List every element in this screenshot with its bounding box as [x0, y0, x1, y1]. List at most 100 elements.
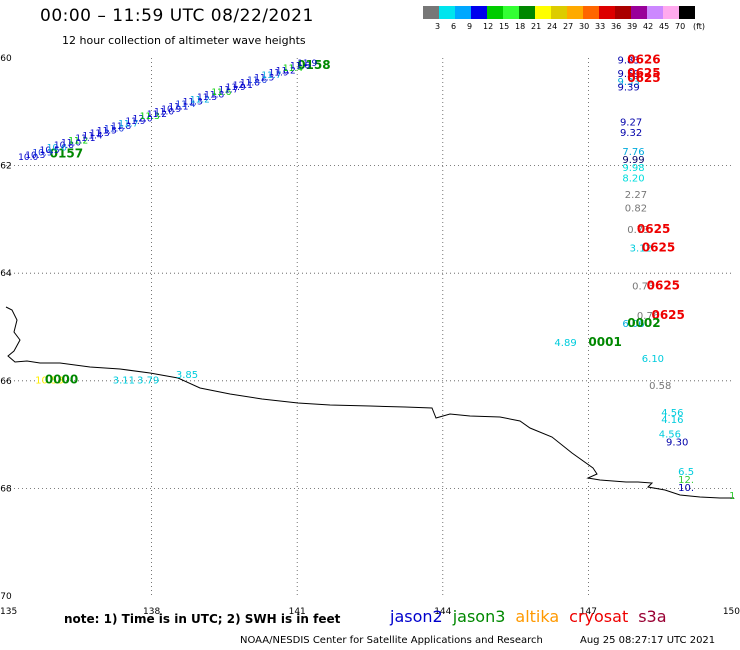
track-time-label: 0001 [588, 335, 621, 349]
wave-height-label: 9.33 [618, 77, 640, 88]
wave-height-label: 10. [678, 483, 694, 494]
dense-track-label: 11.6 [211, 88, 231, 98]
color-scale-cell [439, 6, 455, 19]
wave-height-label: 2.27 [625, 190, 647, 201]
dense-track-label: 11.9 [226, 83, 246, 93]
color-scale-label: 27 [563, 22, 574, 31]
antarctic-coastline [5, 306, 734, 499]
dense-track-label: 11.3 [140, 112, 160, 122]
wave-height-label: 0.73 [632, 281, 654, 292]
grid-lines [6, 58, 734, 596]
dense-track-label: 10.0 [18, 153, 38, 163]
color-scale-label: 33 [595, 22, 606, 31]
dense-track-label: 11.7 [261, 71, 281, 81]
generation-timestamp: Aug 25 08:27:17 UTC 2021 [580, 635, 716, 646]
wave-height-label: 12. [678, 475, 694, 486]
legend-mission-s3a: s3a [638, 607, 667, 626]
dense-track-label: 11.4 [83, 131, 103, 141]
color-scale-label: 45 [659, 22, 670, 31]
color-scale-cell [551, 6, 567, 19]
color-scale-label: 6 [451, 22, 457, 31]
dense-track-label: 10.9 [161, 105, 181, 115]
wave-height-label: 3.11 [113, 375, 135, 386]
color-scale-label: 70 [675, 22, 686, 31]
track-time-label: 0158 [297, 58, 330, 72]
dense-track-label: 12.0 [133, 115, 153, 125]
mission-legend: jason2 jason3 altika cryosat s3a [390, 607, 677, 626]
dense-track-label: 10.5 [40, 146, 60, 156]
wave-height-label: 3.85 [176, 370, 198, 381]
color-scale-cell [647, 6, 663, 19]
track-time-label: 0625 [627, 71, 660, 85]
wave-height-label: 1 [729, 491, 735, 502]
latitude-label: -62 [0, 162, 12, 172]
dense-track-label: 11.6 [290, 61, 310, 71]
dense-track-label: 11.7 [118, 119, 138, 129]
wave-height-label: 0.82 [625, 203, 647, 214]
color-scale-cell [503, 6, 519, 19]
wave-height-label: 10.53 [35, 375, 64, 386]
wave-height-label: 3.79 [137, 375, 159, 386]
wave-height-label: 6.5 [678, 467, 694, 478]
color-scale-label: 9 [467, 22, 473, 31]
dense-track-label: 12.1 [233, 81, 253, 91]
wave-height-label: 6.06 [622, 319, 644, 330]
color-scale-cell [535, 6, 551, 19]
dense-track-label: 11.9 [297, 59, 317, 69]
color-scale-cell [631, 6, 647, 19]
color-scale-cell [679, 6, 695, 19]
wave-height-label: 9.99 [622, 155, 644, 166]
track-time-label: 0625 [642, 241, 675, 255]
longitude-label: 138 [143, 607, 160, 617]
dense-track-label: 11.9 [269, 69, 289, 79]
track-time-label: 0002 [627, 316, 660, 330]
color-scale-cell [423, 6, 439, 19]
wave-height-label: 6.10 [642, 354, 664, 365]
latitude-label: -60 [0, 54, 12, 64]
wave-height-label: 9.30 [666, 437, 688, 448]
color-scale-cell [663, 6, 679, 19]
track-time-label: 0626 [627, 52, 660, 66]
dense-track-label: 11.0 [61, 139, 81, 149]
dense-track-label: 11.2 [276, 66, 296, 76]
longitude-label: 135 [0, 607, 17, 617]
dense-track-label: 11.4 [283, 64, 303, 74]
latitude-label: -64 [0, 269, 12, 279]
coastline [5, 306, 734, 499]
dense-track-label: 11.5 [254, 74, 274, 84]
wave-height-label: 4.89 [554, 338, 576, 349]
dense-track-label: 11.2 [68, 136, 88, 146]
map-subtitle: 12 hour collection of altimeter wave hei… [62, 34, 306, 47]
track-time-label: 0000 [45, 372, 78, 386]
color-scale-cell [471, 6, 487, 19]
legend-mission-jason3: jason3 [452, 607, 506, 626]
dense-track-label: 11.7 [218, 86, 238, 96]
dense-track-label: 10.6 [47, 144, 67, 154]
color-scale-label: 42 [643, 22, 654, 31]
latitude-label: -68 [0, 484, 12, 494]
dense-track-label: 11.3 [183, 98, 203, 108]
wave-height-label: 9.32 [620, 128, 642, 139]
wave-height-label: 0.76 [637, 311, 659, 322]
color-scale-cell [519, 6, 535, 19]
track-time-label: 0625 [651, 308, 684, 322]
track-time-label: 0625 [637, 222, 670, 236]
color-scale-cell [455, 6, 471, 19]
satellite-tracks: 9.83 9.599.339.39 9.279.32 7.769.999.988.20… [18, 52, 735, 502]
footer-note: note: 1) Time is in UTC; 2) SWH is in fe… [64, 612, 341, 626]
wave-height-label: 9.27 [620, 117, 642, 128]
color-scale-label: 21 [531, 22, 542, 31]
wave-height-label: 0.58 [649, 381, 671, 392]
color-scale-cell [583, 6, 599, 19]
track-time-label: 0157 [50, 147, 83, 161]
color-scale-label: 36 [611, 22, 622, 31]
wave-height-label: 3.12 [630, 244, 652, 255]
dense-track-label: 11.4 [176, 100, 196, 110]
wave-height-label: 9.39 [618, 82, 640, 93]
latitude-label: -70 [0, 592, 12, 602]
track-time-label: 0625 [627, 66, 660, 80]
longitude-label: 147 [580, 607, 597, 617]
dense-track-label: 11.8 [240, 78, 260, 88]
color-scale-cell [487, 6, 503, 19]
dense-track-label: 11.6 [247, 76, 267, 86]
